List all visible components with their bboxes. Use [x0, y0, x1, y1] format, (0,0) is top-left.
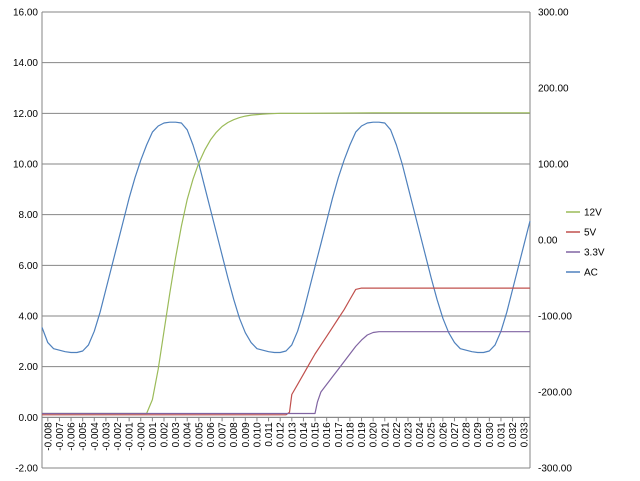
x-tick-label: -0.003: [101, 422, 112, 451]
x-tick-label: -0.006: [67, 422, 78, 451]
x-tick-label: 0.025: [427, 422, 438, 447]
x-tick-label: 0.021: [380, 422, 391, 447]
series-line-ac: [41, 121, 531, 354]
x-tick-label: 0.007: [218, 422, 229, 447]
x-tick-label: 0.028: [462, 422, 473, 447]
y-right-tick-label: 300.00: [538, 8, 569, 19]
x-tick-label: 0.024: [415, 422, 426, 447]
x-tick-label: 0.031: [496, 422, 507, 447]
x-tick-label: 0.008: [229, 422, 240, 447]
x-tick-label: 0.022: [392, 422, 403, 447]
x-tick-label: -0.008: [43, 422, 54, 451]
x-tick-label: 0.032: [508, 422, 519, 447]
legend-label: 12V: [584, 208, 602, 219]
y-left-tick-label: -2.00: [15, 464, 38, 475]
series-line-12v: [42, 112, 530, 415]
y-left-tick-label: 6.00: [19, 261, 39, 272]
y-right-tick-label: 0.00: [538, 236, 558, 247]
y-left-tick-label: 8.00: [19, 210, 39, 221]
x-tick-label: 0.030: [485, 422, 496, 447]
y-right-tick-label: 200.00: [538, 84, 569, 95]
x-tick-label: 0.017: [334, 422, 345, 447]
y-left-tick-label: 14.00: [13, 58, 38, 69]
x-tick-label: 0.018: [345, 422, 356, 447]
x-tick-label: 0.013: [287, 422, 298, 447]
x-tick-label: 0.010: [252, 422, 263, 447]
series-line-5v: [42, 287, 530, 416]
x-tick-label: 0.012: [276, 422, 287, 447]
x-tick-label: 0.023: [404, 422, 415, 447]
y-right-tick-label: -100.00: [538, 312, 572, 323]
y-right-tick-label: -300.00: [538, 464, 572, 475]
y-left-tick-label: 10.00: [13, 160, 38, 171]
y-left-tick-label: 16.00: [13, 8, 38, 19]
x-tick-label: 0.009: [241, 422, 252, 447]
x-tick-label: 0.027: [450, 422, 461, 447]
x-tick-label: 0.004: [183, 422, 194, 447]
y-left-tick-label: 0.00: [19, 413, 39, 424]
x-tick-label: 0.014: [299, 422, 310, 447]
series-line-3-3v: [42, 331, 530, 415]
x-tick-label: 0.033: [520, 422, 531, 447]
axes: [41, 12, 531, 468]
x-tick-label: 0.026: [438, 422, 449, 447]
x-tick-label: -0.000: [136, 422, 147, 451]
y-left-tick-label: 2.00: [19, 362, 39, 373]
y-right-tick-label: -200.00: [538, 388, 572, 399]
x-tick-label: 0.003: [171, 422, 182, 447]
x-tick-label: -0.001: [125, 422, 136, 451]
y-left-tick-label: 12.00: [13, 109, 38, 120]
x-tick-label: 0.005: [194, 422, 205, 447]
legend-label: 5V: [584, 228, 597, 239]
y-right-tick-label: 100.00: [538, 160, 569, 171]
x-tick-label: 0.015: [311, 422, 322, 447]
x-tick-label: 0.001: [148, 422, 159, 447]
tick-labels: -2.00 0.00 2.00 4.00 6.00 8.00 10.00 12.00 14.00…: [13, 8, 572, 475]
x-tick-label: -0.002: [113, 422, 124, 451]
y-left-tick-label: 4.00: [19, 312, 39, 323]
x-tick-label: 0.011: [264, 422, 275, 447]
x-tick-label: 0.002: [160, 422, 171, 447]
x-tick-label: 0.029: [473, 422, 484, 447]
x-tick-label: 0.020: [369, 422, 380, 447]
legend: 12V 5V 3.3V AC: [566, 208, 605, 279]
series-lines: [41, 112, 531, 416]
x-tick-label: 0.006: [206, 422, 217, 447]
legend-label: AC: [584, 268, 598, 279]
x-tick-label: -0.004: [90, 422, 101, 451]
x-tick-label: 0.016: [322, 422, 333, 447]
x-tick-label: 0.019: [357, 422, 368, 447]
x-tick-label: -0.005: [78, 422, 89, 451]
x-tick-label: -0.007: [55, 422, 66, 451]
legend-label: 3.3V: [584, 248, 605, 259]
